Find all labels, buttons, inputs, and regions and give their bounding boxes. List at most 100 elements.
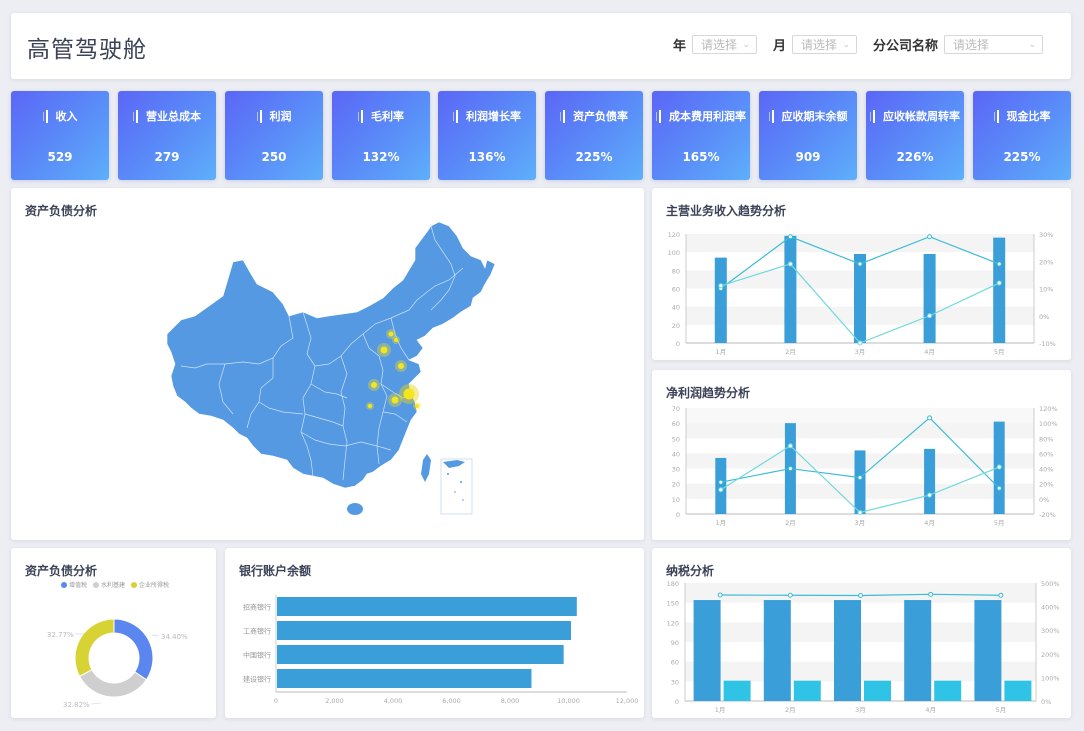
tax-analysis-title: 纳税分析 — [666, 564, 715, 578]
kpi-value: 226% — [896, 150, 934, 164]
header-bar: 高管驾驶舱 年 请选择 ⌄ 月 请选择 ⌄ 分公司名称 请选择 ⌄ — [11, 13, 1071, 79]
data-point[interactable] — [996, 485, 1002, 491]
data-point[interactable] — [718, 487, 724, 493]
data-point[interactable] — [996, 280, 1002, 286]
revenue-trend-chart[interactable]: 0 20 40 60 80 100 120 -10% 0% 10% 20% 30% 1月 2月 3月 4月 5月 — [652, 188, 1071, 360]
kpi-card[interactable]: 应收帐款周转率 226% — [866, 91, 964, 180]
asset-liability-donut-panel: 资产负债分析 增值税 水利基建 企业所得税 34.40% 32.82% 32.77% — [11, 548, 216, 718]
svg-text:100: 100 — [668, 249, 680, 257]
data-point[interactable] — [787, 592, 793, 598]
kpi-card-header: 营业总成本 — [118, 108, 216, 124]
kpi-card[interactable]: 营业总成本 279 — [118, 91, 216, 180]
data-point[interactable] — [928, 591, 934, 597]
svg-text:1月: 1月 — [715, 519, 726, 527]
month-select[interactable]: 请选择 ⌄ — [791, 35, 857, 54]
data-point[interactable] — [858, 593, 863, 599]
data-point[interactable] — [927, 313, 933, 319]
bank-bar[interactable] — [277, 645, 564, 664]
kpi-card-header: 收入 — [11, 108, 109, 124]
legend-item[interactable]: 水利基建 — [93, 580, 125, 589]
data-point[interactable] — [857, 261, 863, 267]
bank-bar[interactable] — [277, 597, 577, 616]
svg-text:60%: 60% — [1039, 450, 1053, 458]
data-point[interactable] — [787, 261, 793, 267]
svg-text:20: 20 — [672, 481, 680, 489]
kpi-value: 250 — [261, 150, 287, 164]
data-point[interactable] — [787, 443, 793, 449]
data-point[interactable] — [996, 261, 1002, 267]
china-map-shape — [166, 221, 496, 515]
bar-accent-icon — [870, 109, 875, 123]
svg-text:0: 0 — [675, 698, 679, 706]
svg-text:40: 40 — [672, 304, 680, 312]
svg-text:1月: 1月 — [715, 706, 726, 714]
legend-item[interactable]: 增值税 — [61, 580, 87, 589]
year-label: 年 — [672, 39, 686, 54]
data-point[interactable] — [718, 283, 724, 289]
data-point[interactable] — [857, 509, 863, 515]
kpi-card[interactable]: 毛利率 132% — [332, 91, 430, 180]
data-point[interactable] — [927, 415, 933, 421]
bank-bar[interactable] — [277, 621, 571, 640]
data-point[interactable] — [787, 234, 793, 240]
donut-slice[interactable] — [78, 669, 148, 698]
kpi-value: 529 — [47, 150, 73, 164]
kpi-card[interactable]: 利润 250 — [225, 91, 323, 180]
bank-balance-title: 银行账户余额 — [239, 564, 312, 578]
bar-accent-icon — [993, 109, 999, 123]
svg-text:12,000: 12,000 — [616, 697, 639, 705]
bar-accent-icon — [256, 109, 262, 123]
kpi-card[interactable]: 利润增长率 136% — [438, 91, 536, 180]
kpi-label: 营业总成本 — [146, 110, 201, 123]
data-point[interactable] — [857, 475, 863, 481]
revenue-trend-panel: 主营业务收入趋势分析 0 20 40 60 80 100 120 -10% 0% 10% 20% 30… — [652, 188, 1071, 360]
bar-accent-icon — [453, 109, 458, 123]
data-point[interactable] — [857, 340, 863, 346]
kpi-card[interactable]: 资产负债率 225% — [545, 91, 643, 180]
data-point[interactable] — [717, 592, 723, 598]
data-point[interactable] — [718, 479, 724, 485]
svg-text:70: 70 — [672, 405, 680, 413]
legend-item[interactable]: 企业所得税 — [131, 580, 169, 589]
data-point[interactable] — [927, 492, 933, 498]
donut-slice[interactable] — [113, 618, 154, 681]
data-point[interactable] — [998, 592, 1004, 598]
svg-text:招商银行: 招商银行 — [243, 603, 271, 612]
svg-text:0: 0 — [274, 697, 278, 705]
svg-text:10%: 10% — [1039, 286, 1053, 294]
kpi-value: 909 — [795, 150, 821, 164]
month-select-placeholder: 请选择 — [800, 38, 837, 52]
bank-bar[interactable] — [277, 669, 532, 688]
svg-text:6,000: 6,000 — [442, 697, 461, 705]
svg-text:5月: 5月 — [994, 348, 1005, 356]
kpi-label: 现金比率 — [1006, 110, 1051, 123]
month-label: 月 — [772, 39, 786, 54]
branch-select[interactable]: 请选择 ⌄ — [944, 35, 1043, 54]
svg-text:20%: 20% — [1039, 258, 1053, 266]
kpi-value: 132% — [362, 150, 400, 164]
net-profit-trend-panel: 净利润趋势分析 0 10 20 30 40 50 60 70 -20% 0% 20% 40% 60% 80… — [652, 370, 1071, 540]
kpi-card[interactable]: 应收期末余额 909 — [759, 91, 857, 180]
svg-text:60: 60 — [672, 420, 680, 428]
donut-slice[interactable] — [74, 618, 115, 677]
tax-analysis-chart[interactable]: 0 30 60 90 120 150 180 0% 100% 200% 300% 400% 500% 1月… — [652, 548, 1071, 718]
data-point[interactable] — [996, 464, 1002, 470]
kpi-label: 成本费用利润率 — [669, 110, 746, 123]
kpi-card[interactable]: 收入 529 — [11, 91, 109, 180]
kpi-card[interactable]: 成本费用利润率 165% — [652, 91, 750, 180]
china-map[interactable] — [11, 188, 644, 540]
svg-text:100%: 100% — [1041, 674, 1060, 682]
data-point[interactable] — [787, 466, 793, 472]
svg-text:4月: 4月 — [925, 706, 936, 714]
asset-liability-donut-chart[interactable]: 34.40% 32.82% 32.77% — [11, 548, 216, 718]
svg-text:34.40%: 34.40% — [161, 633, 188, 641]
kpi-card[interactable]: 现金比率 225% — [973, 91, 1071, 180]
svg-text:8,000: 8,000 — [501, 697, 520, 705]
year-select[interactable]: 请选择 ⌄ — [691, 35, 757, 54]
svg-text:500%: 500% — [1041, 580, 1060, 588]
svg-text:4月: 4月 — [924, 519, 935, 527]
net-profit-trend-chart[interactable]: 0 10 20 30 40 50 60 70 -20% 0% 20% 40% 60% 80% 100% 120… — [652, 370, 1071, 540]
svg-text:120: 120 — [668, 231, 680, 239]
data-point[interactable] — [927, 234, 933, 240]
